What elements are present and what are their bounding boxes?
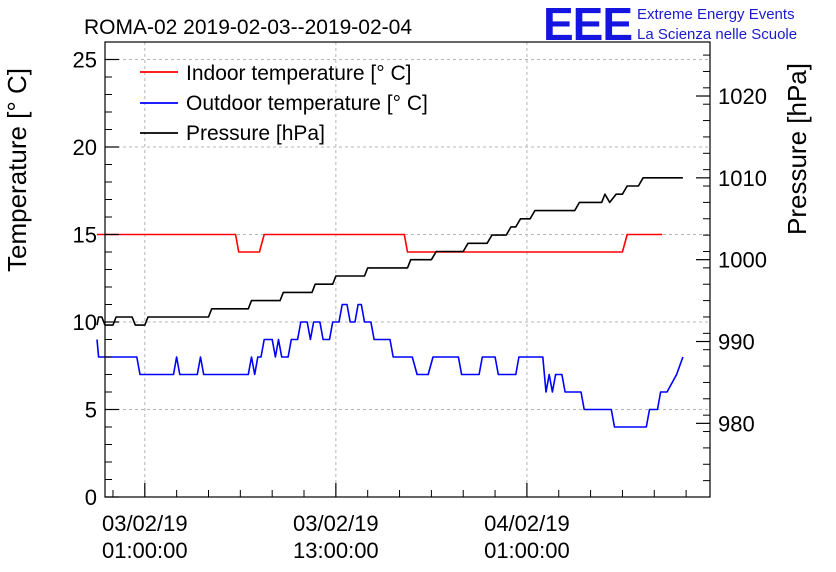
left-tick-label: 10 bbox=[73, 310, 97, 335]
right-tick-label: 1000 bbox=[718, 248, 767, 273]
legend-label-pressure: Pressure [hPa] bbox=[186, 122, 325, 145]
x-tick-time: 01:00:00 bbox=[102, 538, 188, 563]
left-tick-label: 25 bbox=[73, 48, 97, 73]
logo-mark: EEE bbox=[543, 0, 632, 50]
right-tick-label: 980 bbox=[718, 411, 755, 436]
chart-title: ROMA-02 2019-02-03--2019-02-04 bbox=[84, 16, 412, 39]
series-line-pressure bbox=[96, 177, 683, 326]
x-tick-date: 03/02/19 bbox=[102, 511, 188, 536]
logo-line-1: Extreme Energy Events bbox=[637, 6, 795, 23]
series-line-outdoor-temperature bbox=[96, 303, 684, 428]
x-tick-time: 01:00:00 bbox=[484, 538, 570, 563]
left-tick-label: 0 bbox=[85, 485, 97, 510]
grid-lines bbox=[105, 42, 710, 497]
left-tick-label: 20 bbox=[73, 135, 97, 160]
right-tick-label: 990 bbox=[718, 330, 755, 355]
logo-line-2: La Scienza nelle Scuole bbox=[637, 26, 797, 43]
x-tick-date: 04/02/19 bbox=[484, 511, 570, 536]
left-tick-label: 15 bbox=[73, 223, 97, 248]
x-tick-date: 03/02/19 bbox=[293, 511, 379, 536]
y-axis-right-title: Pressure [hPa] bbox=[782, 63, 812, 235]
legend-label-outdoor: Outdoor temperature [° C] bbox=[186, 92, 428, 115]
legend-label-indoor: Indoor temperature [° C] bbox=[186, 62, 412, 85]
legend: Indoor temperature [° C] Outdoor tempera… bbox=[140, 62, 428, 145]
y-axis-left-title: Temperature [° C] bbox=[2, 68, 32, 272]
axis-ticks: 051015202598099010001010102003/02/1901:0… bbox=[73, 41, 767, 563]
right-tick-label: 1010 bbox=[718, 166, 767, 191]
right-tick-label: 1020 bbox=[718, 84, 767, 109]
eee-logo: EEE Extreme Energy Events La Scienza nel… bbox=[543, 0, 797, 50]
left-tick-label: 5 bbox=[85, 398, 97, 423]
series-lines bbox=[96, 177, 684, 428]
series-line-indoor-temperature bbox=[97, 233, 663, 253]
x-tick-time: 13:00:00 bbox=[293, 538, 379, 563]
